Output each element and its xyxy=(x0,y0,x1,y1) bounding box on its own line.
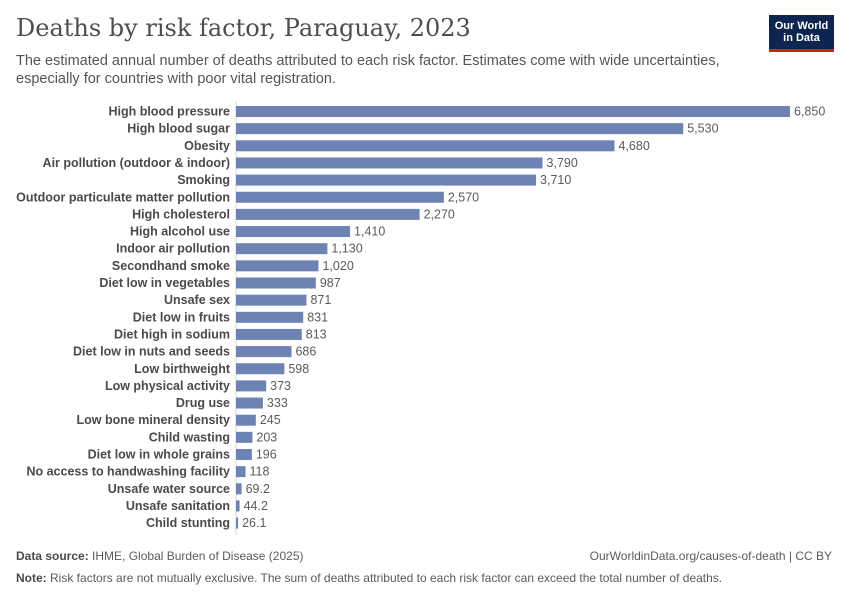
owid-logo[interactable]: Our World in Data xyxy=(769,15,834,52)
bar[interactable] xyxy=(236,449,252,460)
bar[interactable] xyxy=(236,294,307,306)
category-label: Child wasting xyxy=(149,430,230,444)
value-label: 333 xyxy=(267,396,288,410)
bar-chart: High blood pressure 6,850 High blood sugar… xyxy=(16,101,825,535)
bar[interactable] xyxy=(236,328,302,340)
chart-title: Deaths by risk factor, Paraguay, 2023 xyxy=(16,14,471,42)
bar[interactable] xyxy=(236,157,543,169)
bar[interactable] xyxy=(236,106,790,117)
bar[interactable] xyxy=(236,380,267,392)
bar[interactable] xyxy=(236,140,615,152)
category-label: Unsafe water source xyxy=(108,482,230,496)
value-label: 6,850 xyxy=(794,105,825,119)
note-label: Note: xyxy=(16,571,47,585)
category-label: Outdoor particulate matter pollution xyxy=(16,190,230,204)
category-label: Secondhand smoke xyxy=(112,259,230,273)
category-label: Obesity xyxy=(184,139,230,153)
bar[interactable] xyxy=(236,397,263,409)
bar[interactable] xyxy=(236,208,420,220)
value-label: 987 xyxy=(320,276,341,290)
chart-note: Note: Risk factors are not mutually excl… xyxy=(16,571,722,585)
category-label: Unsafe sex xyxy=(164,293,230,307)
note-text: Risk factors are not mutually exclusive.… xyxy=(50,571,723,585)
bar[interactable] xyxy=(236,346,292,358)
data-source: Data source: IHME, Global Burden of Dise… xyxy=(16,549,303,563)
category-label: Diet low in vegetables xyxy=(99,276,230,290)
value-label: 813 xyxy=(306,327,327,341)
bar[interactable] xyxy=(236,243,328,255)
value-label: 3,710 xyxy=(540,173,571,187)
category-label: Child stunting xyxy=(146,516,230,530)
chart-subtitle: The estimated annual number of deaths at… xyxy=(16,53,720,87)
category-label: No access to handwashing facility xyxy=(26,465,230,479)
category-label: Diet high in sodium xyxy=(114,327,230,341)
category-label: High cholesterol xyxy=(132,207,230,221)
category-label: Low bone mineral density xyxy=(77,413,231,427)
bar[interactable] xyxy=(236,483,242,495)
data-source-text[interactable]: IHME, Global Burden of Disease (2025) xyxy=(92,549,304,563)
value-label: 871 xyxy=(310,293,331,307)
category-label: Low physical activity xyxy=(105,379,230,393)
bar[interactable] xyxy=(236,174,537,186)
bar[interactable] xyxy=(236,191,444,203)
bar[interactable] xyxy=(236,311,304,323)
bar[interactable] xyxy=(236,363,285,375)
category-label: Air pollution (outdoor & indoor) xyxy=(43,156,230,170)
value-label: 3,790 xyxy=(547,156,578,170)
value-label: 4,680 xyxy=(618,139,649,153)
value-label: 373 xyxy=(270,379,291,393)
bar[interactable] xyxy=(236,226,351,238)
value-label: 1,410 xyxy=(354,225,385,239)
category-label: Drug use xyxy=(176,396,230,410)
category-label: High blood sugar xyxy=(127,122,230,136)
bar[interactable] xyxy=(236,260,319,272)
source-url[interactable]: OurWorldinData.org/causes-of-death | CC … xyxy=(589,549,832,563)
logo-line-1: Our World xyxy=(774,20,829,32)
value-label: 1,130 xyxy=(331,242,362,256)
value-label: 686 xyxy=(295,345,316,359)
category-label: High alcohol use xyxy=(130,225,230,239)
category-label: Unsafe sanitation xyxy=(126,499,230,513)
category-label: Diet low in whole grains xyxy=(88,448,230,462)
value-label: 2,570 xyxy=(448,190,479,204)
value-label: 69.2 xyxy=(246,482,270,496)
category-label: Smoking xyxy=(177,173,230,187)
value-label: 2,270 xyxy=(424,207,455,221)
value-label: 1,020 xyxy=(322,259,353,273)
value-label: 598 xyxy=(288,362,309,376)
category-label: Indoor air pollution xyxy=(116,242,230,256)
value-label: 203 xyxy=(256,430,277,444)
bar[interactable] xyxy=(236,431,253,443)
category-label: High blood pressure xyxy=(108,105,230,119)
logo-line-2: in Data xyxy=(783,32,820,44)
category-label: Low birthweight xyxy=(134,362,231,376)
bar[interactable] xyxy=(236,500,240,512)
bar[interactable] xyxy=(236,123,684,135)
bar[interactable] xyxy=(236,414,256,426)
bar[interactable] xyxy=(236,466,246,478)
value-label: 5,530 xyxy=(687,122,718,136)
value-label: 118 xyxy=(250,465,270,479)
value-label: 44.2 xyxy=(244,499,268,513)
category-label: Diet low in fruits xyxy=(133,310,230,324)
data-source-label: Data source: xyxy=(16,549,89,563)
value-label: 245 xyxy=(260,413,281,427)
value-label: 196 xyxy=(256,448,277,462)
bar[interactable] xyxy=(236,517,239,529)
category-label: Diet low in nuts and seeds xyxy=(73,345,230,359)
value-label: 831 xyxy=(307,310,328,324)
value-label: 26.1 xyxy=(242,516,266,530)
bar[interactable] xyxy=(236,277,316,289)
